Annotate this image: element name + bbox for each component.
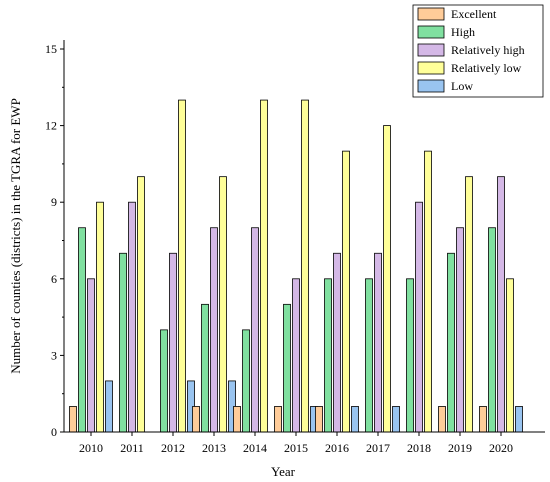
- bar-2017-low: [392, 406, 400, 433]
- legend-label: High: [451, 25, 475, 39]
- bar-2015-relatively-low: [301, 99, 309, 433]
- bar-2011-high: [119, 252, 127, 433]
- bar-2012-high: [160, 329, 168, 433]
- bar-2020-relatively-high: [497, 176, 505, 433]
- x-tick-label: 2015: [284, 441, 308, 455]
- y-tick-label: 3: [51, 348, 57, 362]
- bar-2016-high: [324, 278, 332, 433]
- y-tick-label: 0: [51, 425, 57, 439]
- bar-2018-relatively-high: [415, 201, 423, 433]
- legend-swatch-relatively-low: [417, 61, 445, 75]
- bar-2012-relatively-low: [178, 99, 186, 433]
- bar-2019-high: [447, 252, 455, 433]
- bar-2010-high: [78, 227, 86, 433]
- y-tick-label: 15: [45, 42, 57, 56]
- bar-2020-relatively-low: [506, 278, 514, 433]
- bar-2020-excellent: [479, 406, 487, 433]
- bar-2017-relatively-high: [374, 252, 382, 433]
- legend-swatch-high: [417, 25, 445, 39]
- legend: Excellent High Relatively high Relatively l…: [412, 4, 544, 98]
- bar-2016-relatively-high: [333, 252, 341, 433]
- bar-2014-relatively-low: [260, 99, 268, 433]
- y-axis-label: Number of counties (districts) in the TG…: [8, 98, 23, 374]
- bar-2013-high: [201, 303, 209, 433]
- bar-2016-excellent: [315, 406, 323, 433]
- bar-2010-relatively-low: [96, 201, 104, 433]
- legend-swatch-excellent: [417, 7, 445, 21]
- x-tick-label: 2013: [202, 441, 226, 455]
- bar-2015-excellent: [274, 406, 282, 433]
- bar-2011-relatively-high: [128, 201, 136, 433]
- x-tick-label: 2020: [489, 441, 513, 455]
- bar-2013-relatively-low: [219, 176, 227, 433]
- bar-2018-high: [406, 278, 414, 433]
- bar-2017-relatively-low: [383, 125, 391, 433]
- x-tick-label: 2010: [79, 441, 103, 455]
- bar-2018-relatively-low: [424, 150, 432, 433]
- x-tick-label: 2011: [120, 441, 144, 455]
- bar-2010-low: [105, 380, 113, 433]
- bar-2020-high: [488, 227, 496, 433]
- x-tick-label: 2014: [243, 441, 267, 455]
- bar-2010-excellent: [69, 406, 77, 433]
- bar-2016-relatively-low: [342, 150, 350, 433]
- bar-2015-relatively-high: [292, 278, 300, 433]
- x-axis-label: Year: [271, 464, 296, 479]
- legend-swatch-relatively-high: [417, 43, 445, 57]
- legend-label: Excellent: [451, 7, 497, 21]
- bar-2014-relatively-high: [251, 227, 259, 433]
- legend-label: Relatively low: [451, 61, 522, 75]
- bar-2019-excellent: [438, 406, 446, 433]
- x-tick-label: 2018: [407, 441, 431, 455]
- bar-2010-relatively-high: [87, 278, 95, 433]
- bar-2019-relatively-low: [465, 176, 473, 433]
- legend-label: Relatively high: [451, 43, 525, 57]
- bar-2017-high: [365, 278, 373, 433]
- bar-2012-relatively-high: [169, 252, 177, 433]
- bar-2019-relatively-high: [456, 227, 464, 433]
- y-tick-label: 12: [45, 119, 57, 133]
- bar-2013-relatively-high: [210, 227, 218, 433]
- x-tick-label: 2017: [366, 441, 390, 455]
- chart-marks: [69, 99, 523, 433]
- bar-2011-relatively-low: [137, 176, 145, 433]
- x-tick-label: 2012: [161, 441, 185, 455]
- legend-swatch-low: [417, 79, 445, 93]
- bar-2016-low: [351, 406, 359, 433]
- bar-2014-excellent: [233, 406, 241, 433]
- legend-label: Low: [451, 79, 473, 93]
- y-tick-label: 9: [51, 195, 57, 209]
- y-tick-label: 6: [51, 272, 57, 286]
- x-tick-label: 2016: [325, 441, 349, 455]
- bar-2015-high: [283, 303, 291, 433]
- bar-2020-low: [515, 406, 523, 433]
- chart-axes: [63, 40, 545, 433]
- bar-2014-high: [242, 329, 250, 433]
- bar-2013-excellent: [192, 406, 200, 433]
- chart-ticks: 0 3 6 9 12 15 2010 2011 2012 2013 2014 2015 2016 2017…: [45, 42, 513, 455]
- x-tick-label: 2019: [448, 441, 472, 455]
